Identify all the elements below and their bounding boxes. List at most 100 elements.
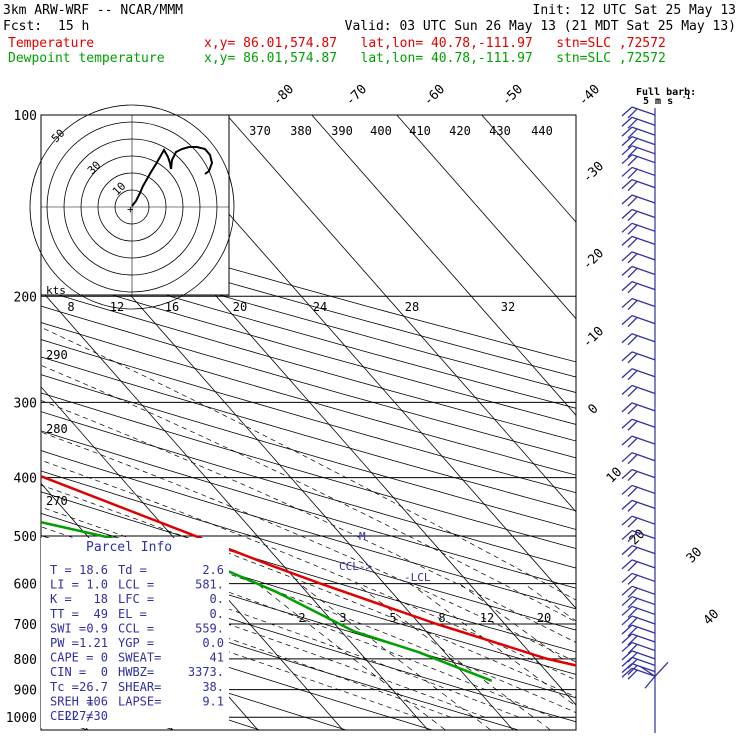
wind-barb-flag [627, 268, 638, 278]
wind-barb-flag [627, 561, 638, 572]
isotherm-label: -60 [421, 82, 448, 109]
wind-barb-flag [627, 454, 638, 465]
wind-barb-flag [621, 572, 633, 583]
plot-frame [40, 114, 577, 731]
wind-barb-flag [621, 650, 633, 661]
wind-barb-flag [621, 402, 633, 413]
wind-barb-key: Full barb: 5 m s -1 [636, 87, 696, 107]
isotherm-line [41, 386, 344, 730]
mixing-ratio-line [299, 583, 491, 730]
wind-barb-shaft [644, 675, 656, 689]
dry-adiabat-label: 280 [46, 422, 68, 436]
m-label: M [359, 530, 366, 543]
wind-barb-flag [627, 532, 638, 543]
mixing-ratio-top-label: 16 [165, 300, 179, 314]
wind-barb-flag [621, 126, 633, 137]
dry-adiabat-line [41, 606, 433, 730]
wind-barb-flag [627, 547, 638, 558]
dry-adiabat-line [41, 322, 576, 476]
wind-barb [621, 106, 656, 119]
wind-barb [621, 515, 656, 528]
parcel-info-title: Parcel Info [86, 540, 172, 555]
wind-barb-shaft [631, 145, 656, 155]
legend-temperature-info: x,y= 86.01,574.87 lat,lon= 40.78,-111.97… [204, 36, 666, 51]
wind-barb-shaft [631, 656, 656, 666]
wind-barb-flag [621, 235, 633, 246]
wind-barb-flag [621, 298, 633, 309]
wind-barb-flag [621, 333, 633, 344]
wind-barb [621, 384, 656, 397]
wind-barb-shaft [631, 435, 656, 445]
hodograph-ring-60 [29, 104, 235, 310]
wind-barb-shaft [631, 559, 656, 569]
wind-barb [621, 235, 656, 248]
theta-label: 420 [449, 124, 471, 138]
wind-barb [621, 208, 656, 221]
wind-barb-flag [621, 667, 633, 678]
wind-barb-flag [627, 168, 638, 179]
wind-barb-flag [627, 335, 638, 346]
wind-barb-flag [621, 484, 633, 495]
isotherm-label: -80 [270, 82, 297, 109]
mixing-ratio-top-label: 12 [110, 300, 124, 314]
wind-barb-shaft [631, 529, 656, 540]
pressure-tick-label: 100 [14, 109, 37, 124]
wind-barb-flag [627, 635, 638, 646]
wind-barb-flag [627, 420, 638, 431]
wind-barb-flag [627, 211, 638, 221]
wind-barb [621, 351, 656, 364]
wind-barb-flag [627, 501, 638, 512]
isotherm-label: -30 [580, 159, 607, 186]
parcel-info-cell: 1.0 [86, 578, 108, 592]
parcel-info-cell: LI = [50, 578, 79, 592]
parcel-info-cell: HWBZ= [118, 665, 154, 679]
theta-label: 410 [409, 124, 431, 138]
wind-barb-flag [627, 471, 638, 482]
mixing-ratio-low-label: 12 [480, 611, 494, 625]
theta-label: 380 [290, 124, 312, 138]
mixing-ratio-line [256, 583, 446, 730]
wind-barb-flag [627, 598, 638, 609]
wind-barb [621, 402, 656, 415]
parcel-info-cell: 106 [86, 694, 108, 708]
barb-key-exponent: -1 [682, 93, 690, 101]
theta-label: 390 [331, 124, 353, 138]
dry-adiabat-line [41, 581, 519, 730]
forecast-label: Fcst: [3, 19, 42, 34]
wind-barb-shaft [631, 194, 656, 204]
pressure-tick-label: 800 [14, 653, 37, 668]
parcel-info-cell: CCL = [118, 621, 154, 635]
dry-adiabat-line [41, 258, 576, 409]
wind-barb-flag [627, 387, 638, 397]
hodograph-origin-mark: + [127, 203, 134, 216]
wind-barb-flag [627, 253, 638, 264]
parcel-info-cell: 0 [101, 651, 108, 665]
wind-barb-flag [621, 351, 633, 362]
wind-barb-shaft [631, 484, 656, 495]
wind-barb-flag [621, 106, 633, 117]
wind-barb-flag [627, 587, 638, 598]
mixing-ratio-low-label: 20 [537, 611, 551, 625]
wind-barb-flag [621, 154, 633, 165]
isotherm-label: 0 [585, 401, 601, 417]
parcel-info-cell: 9.1 [202, 694, 224, 708]
parcel-info-cell: 559. [195, 621, 224, 635]
wind-barb-shaft [631, 314, 656, 325]
wind-barb-shaft [631, 595, 656, 606]
parcel-info-cell: 41 [210, 651, 224, 665]
isotherm-label: 20 [627, 527, 649, 549]
pressure-tick-label: 1000 [6, 711, 37, 726]
parcel-info-cell: Tc = [50, 680, 79, 694]
parcel-info-cell: T = [50, 563, 72, 577]
isotherm-label: -10 [580, 324, 607, 351]
moist-adiabat-line [41, 588, 417, 718]
wind-barb [621, 559, 656, 572]
wind-barb-shaft [631, 297, 656, 308]
hodograph-ring-50 [46, 121, 218, 293]
wind-barb-shaft [631, 179, 656, 189]
wind-barb-flag [627, 437, 638, 448]
parcel-info-cell: PW = [50, 636, 79, 650]
wind-barb-flag [621, 209, 633, 220]
init-time: Init: 12 UTC Sat 25 May 13 [533, 3, 737, 18]
dry-adiabat-line [41, 289, 576, 442]
